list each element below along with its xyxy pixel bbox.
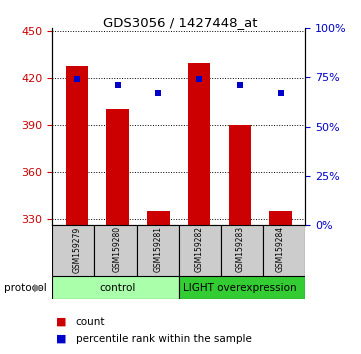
Bar <box>269 211 292 225</box>
Text: control: control <box>99 282 136 293</box>
Text: percentile rank within the sample: percentile rank within the sample <box>76 334 252 344</box>
Text: ▶: ▶ <box>34 283 43 293</box>
Text: LIGHT overexpression: LIGHT overexpression <box>183 282 297 293</box>
Bar <box>66 66 88 225</box>
Point <box>74 76 80 82</box>
Bar <box>179 225 221 276</box>
Bar <box>188 63 210 225</box>
Text: GDS3056 / 1427448_at: GDS3056 / 1427448_at <box>103 16 258 29</box>
Text: GSM159284: GSM159284 <box>276 226 285 273</box>
Bar <box>52 276 179 299</box>
Bar <box>52 225 95 276</box>
Text: GSM159281: GSM159281 <box>154 227 163 273</box>
Bar <box>229 125 251 225</box>
Bar <box>263 225 305 276</box>
Point <box>237 82 243 88</box>
Text: protocol: protocol <box>4 283 46 293</box>
Text: ■: ■ <box>56 334 66 344</box>
Text: count: count <box>76 317 105 327</box>
Text: ■: ■ <box>56 317 66 327</box>
Bar <box>179 276 305 299</box>
Bar <box>147 211 170 225</box>
Bar <box>221 225 263 276</box>
Text: GSM159282: GSM159282 <box>195 227 204 273</box>
Text: GSM159280: GSM159280 <box>113 226 122 273</box>
Bar <box>95 225 136 276</box>
Point <box>156 90 161 96</box>
Point <box>278 90 283 96</box>
Bar <box>136 225 179 276</box>
Point <box>115 82 121 88</box>
Point <box>196 76 202 82</box>
Bar <box>106 109 129 225</box>
Text: GSM159283: GSM159283 <box>235 226 244 273</box>
Text: GSM159279: GSM159279 <box>72 226 81 273</box>
